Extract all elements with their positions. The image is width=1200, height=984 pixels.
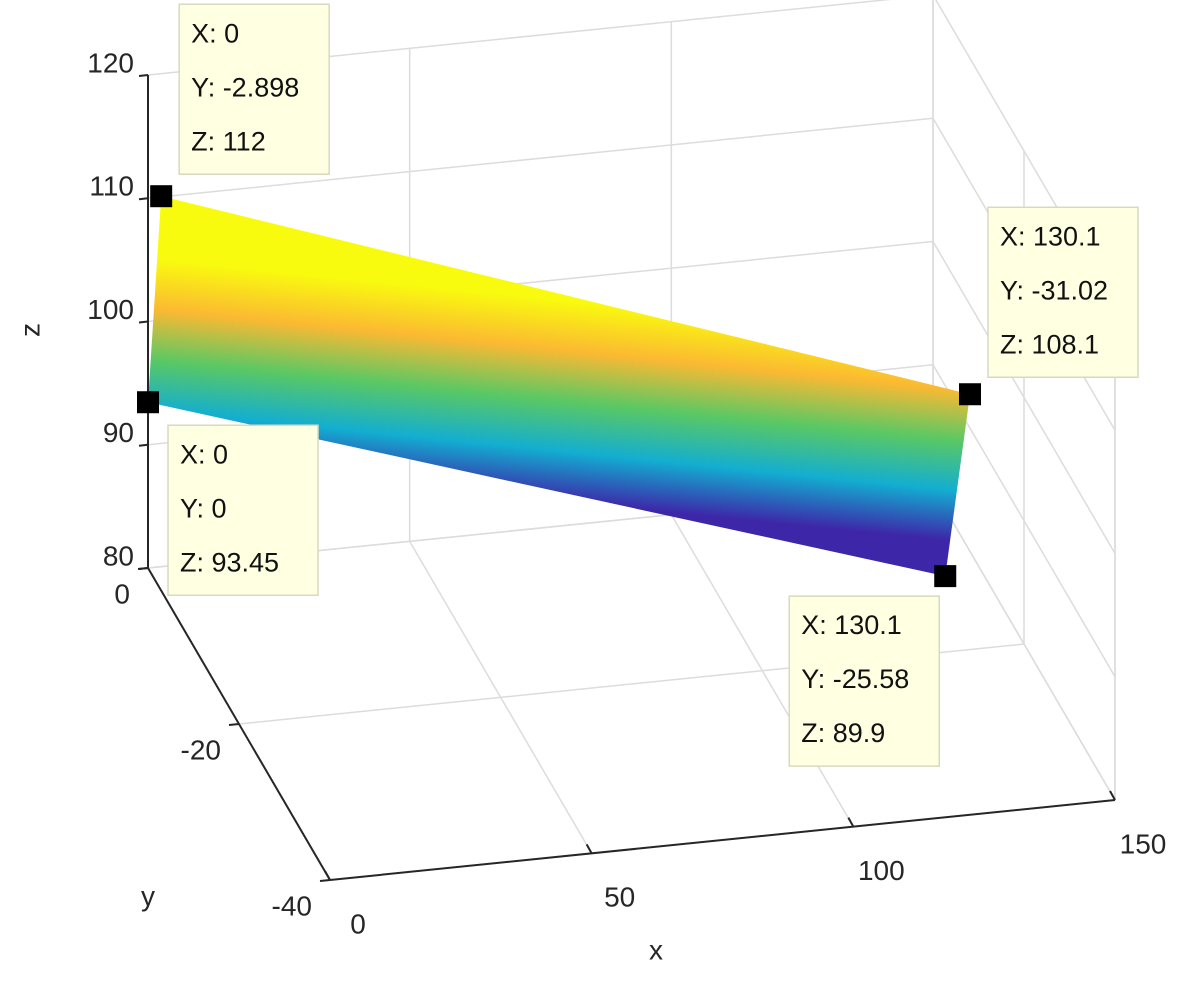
datatip-label: Y: -25.58 bbox=[801, 664, 909, 694]
y-tick bbox=[319, 879, 331, 882]
datatip-marker bbox=[137, 391, 159, 414]
z-tick-label: 80 bbox=[103, 540, 134, 571]
x-tick bbox=[324, 870, 331, 881]
datatip: X: 0 Y: -2.898 Z: 112 bbox=[178, 3, 330, 175]
x-tick bbox=[847, 817, 855, 828]
datatip-label: Z: 112 bbox=[191, 126, 266, 156]
grid-line bbox=[932, 241, 1116, 554]
datatip-label: Y: -2.898 bbox=[191, 72, 299, 102]
x-tick-label: 150 bbox=[1120, 828, 1167, 859]
z-tick-label: 120 bbox=[87, 47, 134, 78]
datatip-box bbox=[167, 424, 319, 596]
datatip-label: X: 130.1 bbox=[1000, 221, 1101, 251]
datatip-label: Z: 93.45 bbox=[180, 547, 279, 577]
z-tick bbox=[138, 443, 149, 447]
x-tick bbox=[1109, 790, 1116, 801]
y-tick-label: -20 bbox=[181, 734, 221, 765]
z-tick-label: 90 bbox=[103, 417, 134, 448]
z-axis-label: z bbox=[14, 323, 45, 337]
datatip-label: Z: 108.1 bbox=[1000, 329, 1099, 359]
x-tick-label: 100 bbox=[858, 855, 905, 886]
datatip-label: X: 0 bbox=[191, 18, 239, 48]
datatip-label: X: 130.1 bbox=[801, 610, 902, 640]
x-tick-label: 50 bbox=[604, 882, 635, 913]
y-tick bbox=[137, 567, 149, 570]
datatip-box bbox=[178, 3, 330, 175]
grid-line bbox=[932, 487, 1116, 801]
datatip-box bbox=[987, 206, 1139, 378]
datatip-marker bbox=[150, 185, 173, 208]
datatip: X: 0 Y: 0 Z: 93.45 bbox=[167, 424, 319, 596]
datatip-label: X: 0 bbox=[180, 439, 228, 469]
datatip-marker bbox=[934, 565, 957, 588]
x-tick bbox=[585, 843, 593, 854]
datatip-label: Y: 0 bbox=[180, 493, 227, 523]
z-tick-label: 100 bbox=[87, 294, 134, 325]
datatip-label: Y: -31.02 bbox=[1000, 275, 1108, 305]
datatip-marker bbox=[958, 383, 981, 406]
x-tick-label: 0 bbox=[350, 908, 366, 939]
z-tick bbox=[138, 197, 149, 201]
z-tick-label: 110 bbox=[89, 171, 134, 202]
y-axis-label: y bbox=[141, 880, 155, 911]
y-tick bbox=[228, 723, 240, 726]
grid-line bbox=[147, 117, 934, 199]
x-axis bbox=[329, 799, 1116, 881]
x-axis-label: x bbox=[649, 934, 663, 965]
datatip: X: 130.1 Y: -31.02 Z: 108.1 bbox=[987, 206, 1139, 378]
z-tick bbox=[138, 320, 149, 324]
z-tick bbox=[138, 74, 149, 77]
y-tick-label: 0 bbox=[114, 578, 130, 609]
y-tick-label: -40 bbox=[272, 890, 312, 921]
datatip-label: Z: 89.9 bbox=[801, 718, 885, 748]
surface bbox=[148, 196, 970, 577]
datatip-box bbox=[788, 595, 940, 767]
datatip: X: 130.1 Y: -25.58 Z: 89.9 bbox=[788, 595, 940, 767]
